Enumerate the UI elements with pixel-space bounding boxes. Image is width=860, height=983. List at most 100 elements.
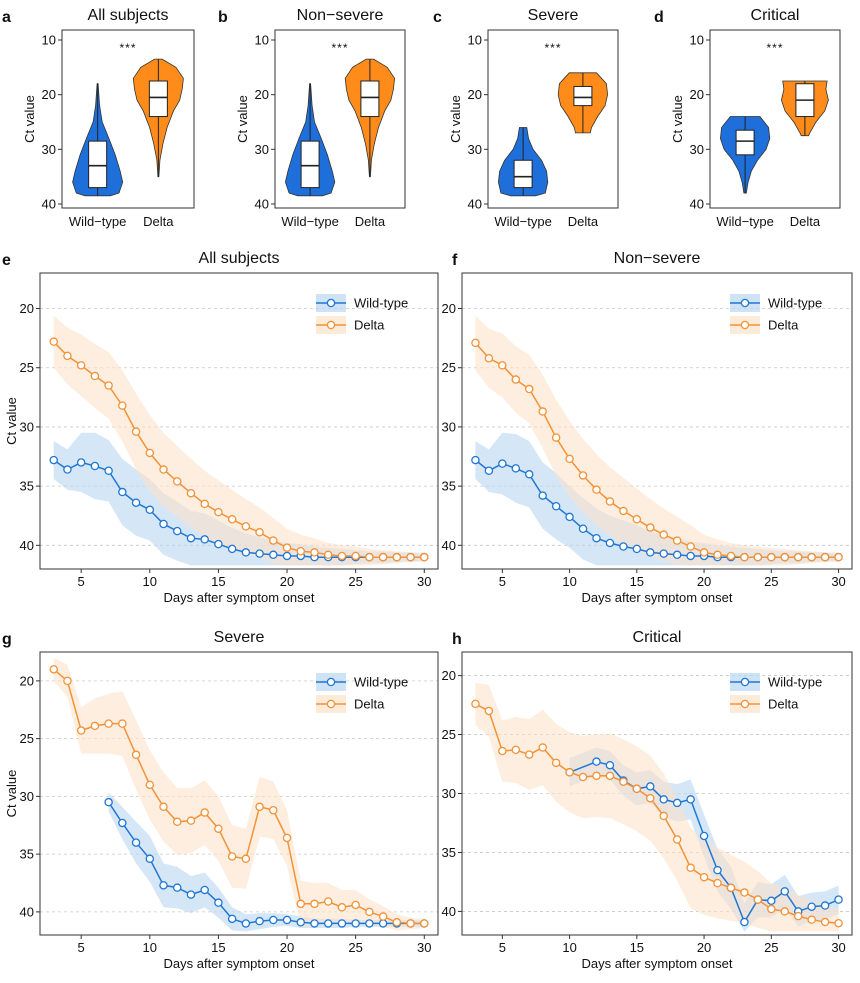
data-point [659, 795, 668, 804]
data-point [200, 535, 209, 544]
y-tick-label: 30 [442, 786, 456, 801]
data-point [713, 878, 722, 888]
x-tick-label: Wild−type [281, 214, 338, 229]
data-point [726, 551, 736, 561]
data-point [63, 465, 72, 474]
confidence-band [475, 315, 839, 566]
panel-label: c [433, 9, 442, 26]
data-point [699, 548, 709, 557]
data-point [498, 361, 507, 370]
x-tick-label: 20 [280, 940, 294, 955]
data-point [104, 719, 113, 728]
data-point [255, 528, 264, 537]
data-point [269, 550, 278, 560]
panel-label: h [452, 631, 462, 648]
data-point [834, 918, 843, 928]
data-point [605, 760, 615, 770]
y-tick-label: 35 [20, 847, 34, 862]
data-point [605, 538, 615, 548]
y-tick-label: 25 [20, 360, 34, 375]
y-tick-label: 20 [442, 301, 456, 316]
data-point [131, 838, 141, 847]
data-point [90, 461, 100, 471]
data-point [227, 544, 237, 554]
y-tick-label: 40 [20, 904, 34, 919]
y-tick-label: 20 [690, 87, 704, 102]
box [360, 80, 380, 118]
data-point [511, 375, 521, 384]
panel-label: a [2, 9, 11, 26]
data-point [524, 384, 534, 394]
data-point [241, 854, 251, 864]
y-tick-label: 40 [255, 197, 269, 212]
y-tick-label: 25 [442, 360, 456, 375]
data-point [310, 548, 319, 557]
x-tick-label: 20 [697, 940, 711, 955]
data-point [282, 833, 292, 843]
data-point [820, 552, 830, 562]
panel-label: e [2, 252, 11, 269]
data-point [392, 552, 402, 562]
data-point [200, 885, 209, 895]
series-line [53, 668, 425, 925]
x-tick-label: Delta [143, 214, 174, 229]
line-panel-g: g Severe 20 25 30 35 40 5 10 15 20 25 30 Days after s… [2, 629, 439, 971]
x-tick-label: Delta [568, 214, 599, 229]
data-point [378, 552, 388, 562]
x-tick-label: 15 [211, 940, 225, 955]
y-tick-label: 20 [255, 87, 269, 102]
panel-title: All subjects [88, 7, 169, 24]
plot-frame [39, 272, 439, 570]
data-point [241, 522, 251, 531]
data-point [592, 757, 601, 766]
data-point [646, 793, 655, 803]
data-point [351, 900, 360, 910]
y-axis-label: Ct value [235, 95, 250, 143]
x-axis-label: Days after symptom onset [164, 590, 315, 605]
data-point [619, 506, 628, 516]
data-point [186, 488, 196, 498]
data-point [551, 758, 561, 768]
x-tick-label: Wild−type [494, 214, 551, 229]
data-point [323, 897, 333, 906]
violin-panel-d: d Critical *** 10 20 30 40 Ct value Wild−type Del… [654, 7, 841, 229]
data-point [780, 887, 790, 896]
plot-frame [487, 29, 619, 209]
y-tick-label: 35 [442, 845, 456, 860]
y-tick-label: 30 [20, 419, 34, 434]
data-point [740, 888, 749, 897]
legend-label: Delta [768, 318, 799, 333]
y-tick-label: 40 [20, 538, 34, 553]
legend-marker [326, 298, 336, 308]
data-point [551, 501, 561, 511]
legend-marker [740, 298, 750, 308]
data-point [820, 917, 830, 927]
data-point [578, 772, 588, 782]
data-point [323, 550, 333, 560]
confidence-band [53, 657, 425, 931]
data-point [740, 552, 749, 562]
data-point [740, 917, 749, 927]
data-point [793, 552, 803, 562]
data-point [296, 918, 306, 927]
data-point [214, 539, 223, 549]
data-point [241, 919, 251, 928]
y-tick-label: 40 [42, 197, 56, 212]
legend-label: Delta [354, 697, 385, 712]
panel-title: Non−severe [614, 250, 701, 267]
data-point [807, 552, 816, 562]
y-tick-label: 40 [690, 197, 704, 212]
data-point [227, 852, 237, 861]
y-axis-label: Ct value [448, 95, 463, 143]
significance-label: *** [766, 41, 783, 55]
data-point [118, 818, 127, 828]
data-point [672, 798, 682, 808]
x-tick-label: 20 [280, 574, 294, 589]
data-point [131, 498, 141, 507]
data-point [780, 907, 790, 916]
data-point [498, 746, 507, 756]
data-point [538, 743, 547, 752]
data-point [186, 890, 196, 899]
y-axis-label: Ct value [4, 397, 19, 445]
x-tick-label: 15 [630, 940, 644, 955]
